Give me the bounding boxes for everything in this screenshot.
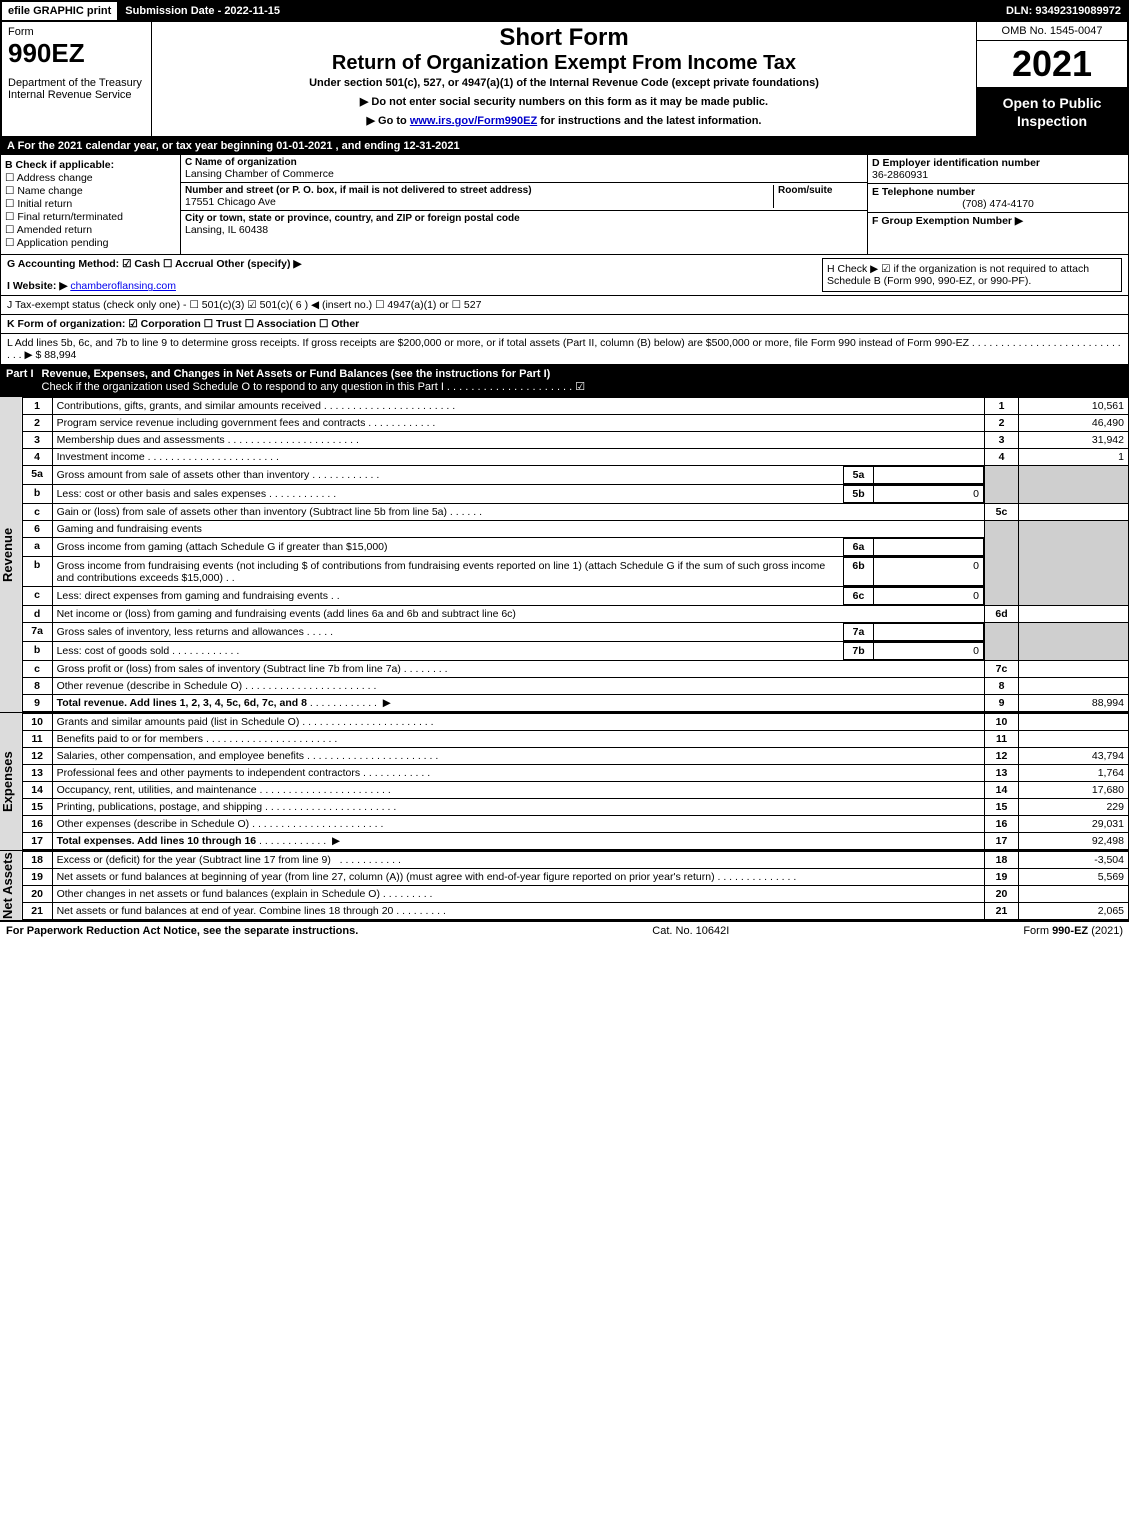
expenses-section: Expenses 10Grants and similar amounts pa… [0, 712, 1129, 850]
footer-cat: Cat. No. 10642I [652, 925, 729, 937]
line-h: H Check ▶ ☑ if the organization is not r… [822, 258, 1122, 292]
org-name: Lansing Chamber of Commerce [185, 168, 863, 180]
chk-name-change[interactable]: ☐ Name change [5, 185, 176, 197]
footer-right: Form 990-EZ (2021) [1023, 925, 1123, 937]
top-bar: efile GRAPHIC print Submission Date - 20… [0, 0, 1129, 20]
street-value: 17551 Chicago Ave [185, 196, 773, 208]
part1-header: Part I Revenue, Expenses, and Changes in… [0, 365, 1129, 396]
netassets-table: 18Excess or (deficit) for the year (Subt… [22, 851, 1129, 920]
street-label: Number and street (or P. O. box, if mail… [185, 185, 773, 196]
b-header: B Check if applicable: [5, 159, 176, 171]
netassets-section: Net Assets 18Excess or (deficit) for the… [0, 850, 1129, 920]
expenses-table: 10Grants and similar amounts paid (list … [22, 713, 1129, 850]
city-value: Lansing, IL 60438 [185, 224, 863, 236]
line-l: L Add lines 5b, 6c, and 7b to line 9 to … [0, 334, 1129, 365]
subtitle: Under section 501(c), 527, or 4947(a)(1)… [156, 77, 972, 89]
e-phone: E Telephone number (708) 474-4170 [868, 184, 1128, 213]
form-number: 990EZ [8, 38, 145, 69]
chk-amended-return[interactable]: ☐ Amended return [5, 224, 176, 236]
header-mid: Short Form Return of Organization Exempt… [152, 22, 977, 136]
efile-print[interactable]: efile GRAPHIC print [2, 2, 119, 20]
line-a: A For the 2021 calendar year, or tax yea… [0, 138, 1129, 155]
submission-date: Submission Date - 2022-11-15 [119, 2, 288, 20]
irs-link[interactable]: www.irs.gov/Form990EZ [410, 115, 537, 127]
netassets-side-label: Net Assets [0, 851, 22, 920]
footer-left: For Paperwork Reduction Act Notice, see … [6, 925, 358, 937]
line-k: K Form of organization: ☑ Corporation ☐ … [0, 315, 1129, 334]
phone-value: (708) 474-4170 [872, 198, 1124, 210]
line-g: G Accounting Method: ☑ Cash ☐ Accrual Ot… [7, 258, 822, 270]
ein-label: D Employer identification number [872, 157, 1124, 169]
header-left: Form 990EZ Department of the Treasury In… [2, 22, 152, 136]
f-group: F Group Exemption Number ▶ [868, 213, 1128, 229]
ein-value: 36-2860931 [872, 169, 1124, 181]
c-name: C Name of organization Lansing Chamber o… [181, 155, 867, 183]
open-to-public: Open to Public Inspection [977, 88, 1127, 136]
revenue-side-label: Revenue [0, 397, 22, 712]
d-ein: D Employer identification number 36-2860… [868, 155, 1128, 184]
website-label: I Website: ▶ [7, 280, 67, 292]
org-info-grid: B Check if applicable: ☐ Address change … [0, 155, 1129, 255]
header-right: OMB No. 1545-0047 2021 Open to Public In… [977, 22, 1127, 136]
dln: DLN: 93492319089972 [1000, 2, 1127, 20]
page-footer: For Paperwork Reduction Act Notice, see … [0, 920, 1129, 940]
revenue-section: Revenue 1Contributions, gifts, grants, a… [0, 396, 1129, 712]
c-city: City or town, state or province, country… [181, 211, 867, 238]
spacer [288, 2, 1000, 20]
part1-label: Part I [6, 368, 42, 393]
chk-application-pending[interactable]: ☐ Application pending [5, 237, 176, 249]
col-de: D Employer identification number 36-2860… [868, 155, 1128, 254]
note-goto: ▶ Go to www.irs.gov/Form990EZ for instru… [156, 114, 972, 127]
chk-final-return[interactable]: ☐ Final return/terminated [5, 211, 176, 223]
form-label: Form [8, 26, 145, 38]
c-name-label: C Name of organization [185, 157, 863, 168]
goto-pre: ▶ Go to [367, 115, 410, 127]
chk-initial-return[interactable]: ☐ Initial return [5, 198, 176, 210]
group-label: F Group Exemption Number ▶ [872, 215, 1124, 227]
c-street: Number and street (or P. O. box, if mail… [181, 183, 867, 211]
website-link[interactable]: chamberoflansing.com [70, 280, 176, 292]
l-amount: 88,994 [44, 349, 76, 361]
chk-address-change[interactable]: ☐ Address change [5, 172, 176, 184]
part1-title: Revenue, Expenses, and Changes in Net As… [42, 368, 1123, 393]
col-c: C Name of organization Lansing Chamber o… [181, 155, 868, 254]
city-label: City or town, state or province, country… [185, 213, 863, 224]
line-j: J Tax-exempt status (check only one) - ☐… [0, 296, 1129, 315]
expenses-side-label: Expenses [0, 713, 22, 850]
omb-number: OMB No. 1545-0047 [977, 22, 1127, 41]
phone-label: E Telephone number [872, 186, 1124, 198]
goto-post: for instructions and the latest informat… [537, 115, 761, 127]
room-label: Room/suite [778, 185, 863, 196]
title-return: Return of Organization Exempt From Incom… [156, 52, 972, 75]
col-b: B Check if applicable: ☐ Address change … [1, 155, 181, 254]
tax-year: 2021 [977, 41, 1127, 88]
note-ssn: ▶ Do not enter social security numbers o… [156, 95, 972, 108]
form-header: Form 990EZ Department of the Treasury In… [0, 20, 1129, 138]
revenue-table: 1Contributions, gifts, grants, and simil… [22, 397, 1129, 712]
department: Department of the Treasury Internal Reve… [8, 77, 145, 101]
row-gh: G Accounting Method: ☑ Cash ☐ Accrual Ot… [0, 255, 1129, 296]
l-text: L Add lines 5b, 6c, and 7b to line 9 to … [7, 337, 1121, 361]
title-short-form: Short Form [156, 24, 972, 52]
